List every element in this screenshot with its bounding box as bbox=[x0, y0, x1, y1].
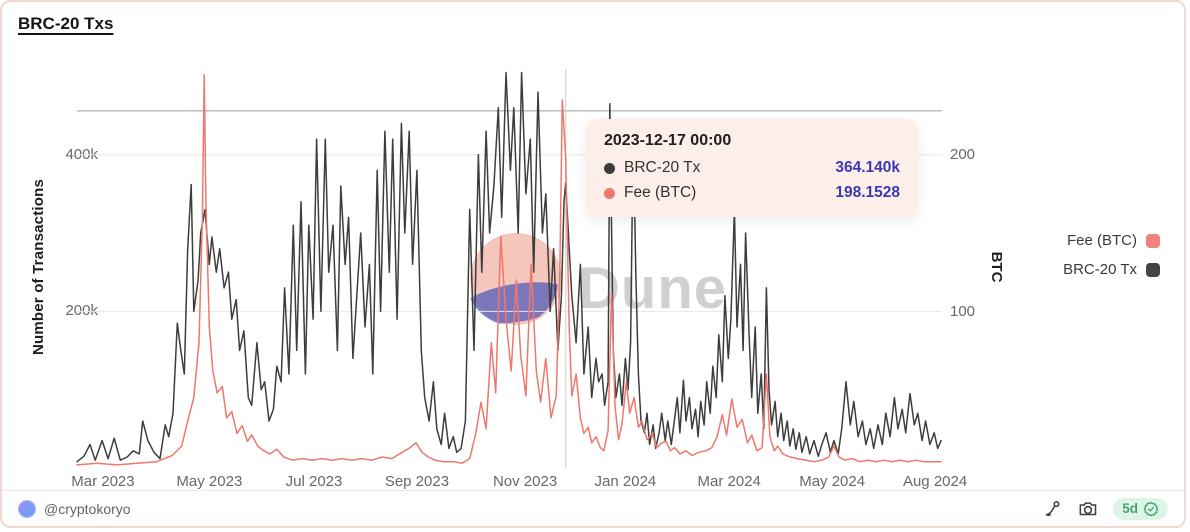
tooltip-row-fee: Fee (BTC) 198.1528 bbox=[604, 184, 900, 202]
verified-seal-icon bbox=[1143, 501, 1159, 516]
refresh-age-badge[interactable]: 5d bbox=[1113, 497, 1168, 520]
dune-watermark: Dune bbox=[460, 233, 727, 325]
author-handle[interactable]: @cryptokoryo bbox=[44, 500, 131, 517]
series-lines bbox=[76, 71, 942, 466]
x-tick-label: May 2024 bbox=[799, 473, 866, 490]
tooltip-label-brc20: BRC-20 Tx bbox=[624, 159, 701, 176]
refresh-age-text: 5d bbox=[1122, 501, 1138, 516]
chart-legend: Fee (BTC) BRC-20 Tx bbox=[1063, 232, 1160, 290]
chart-title[interactable]: BRC-20 Txs bbox=[18, 14, 114, 33]
footer-bar: @cryptokoryo 5d bbox=[2, 490, 1184, 526]
tooltip-value-fee: 198.1528 bbox=[835, 184, 900, 201]
fee-dot-icon bbox=[604, 187, 615, 199]
x-tick-label: Sep 2023 bbox=[384, 473, 450, 490]
fee-line[interactable] bbox=[76, 74, 942, 466]
chart-tooltip: 2023-12-17 00:00 BRC-20 Tx 364.140k Fee … bbox=[586, 119, 918, 217]
x-tick-label: Aug 2024 bbox=[902, 473, 968, 490]
brc20-swatch-icon bbox=[1146, 262, 1160, 277]
legend-item-fee[interactable]: Fee (BTC) bbox=[1063, 232, 1160, 249]
tooltip-label-fee: Fee (BTC) bbox=[624, 184, 697, 201]
x-tick-label: Jan 2024 bbox=[594, 473, 657, 490]
tooltip-value-brc20: 364.140k bbox=[835, 159, 900, 176]
camera-icon[interactable] bbox=[1077, 498, 1099, 520]
legend-label-fee: Fee (BTC) bbox=[1066, 232, 1137, 249]
x-tick-label: Nov 2023 bbox=[492, 473, 558, 490]
x-tick-label: Mar 2024 bbox=[697, 473, 761, 490]
y-tick-left-200k: 200k bbox=[65, 302, 98, 319]
fee-swatch-icon bbox=[1146, 233, 1160, 248]
brc20-line[interactable] bbox=[76, 71, 942, 463]
x-tick-label: May 2023 bbox=[176, 473, 243, 490]
dune-watermark-text: Dune bbox=[578, 256, 727, 321]
legend-item-brc20[interactable]: BRC-20 Tx bbox=[1063, 261, 1160, 278]
y-tick-right-200: 200 bbox=[950, 146, 976, 163]
x-tick-label: Jul 2023 bbox=[285, 473, 343, 490]
tooltip-row-brc20: BRC-20 Tx 364.140k bbox=[604, 159, 900, 177]
x-tick-label: Mar 2023 bbox=[71, 473, 135, 490]
fork-icon[interactable] bbox=[1042, 498, 1063, 519]
footer-actions: 5d bbox=[1042, 497, 1168, 520]
tooltip-date: 2023-12-17 00:00 bbox=[604, 132, 732, 149]
brc20-dot-icon bbox=[604, 162, 615, 174]
legend-label-brc20: BRC-20 Tx bbox=[1063, 261, 1137, 278]
y-tick-right-100: 100 bbox=[950, 303, 976, 320]
y-axis-right-title: BTC bbox=[988, 251, 1005, 283]
avatar[interactable] bbox=[18, 499, 36, 518]
